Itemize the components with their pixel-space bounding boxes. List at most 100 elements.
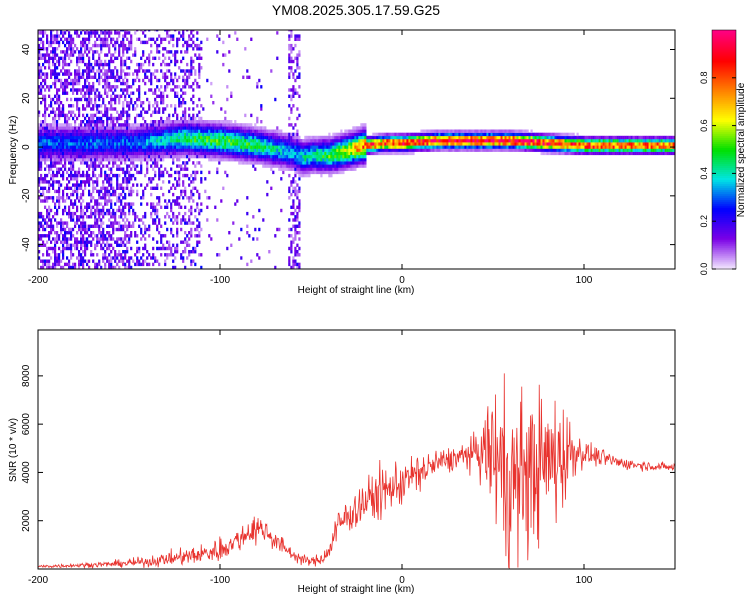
spectrogram-cell xyxy=(404,142,407,146)
spectrogram-cell xyxy=(62,265,65,269)
spectrogram-cell xyxy=(48,208,51,213)
spectrogram-cell xyxy=(422,139,425,143)
spectrogram-cell xyxy=(96,180,99,184)
spectrogram-cell xyxy=(132,78,135,83)
spectrogram-cell xyxy=(58,113,61,118)
spectrogram-cell xyxy=(218,154,221,159)
spectrogram-cell xyxy=(60,250,63,254)
spectrogram-cell xyxy=(104,126,107,130)
spectrogram-cell xyxy=(308,148,311,152)
spectrogram-cell xyxy=(188,123,191,127)
spectrogram-cell xyxy=(118,34,121,38)
spectrogram-cell xyxy=(74,113,77,118)
spectrogram-cell xyxy=(42,262,45,267)
spectrogram-cell xyxy=(272,129,275,133)
spectrogram-cell xyxy=(132,123,135,127)
spectrogram-cell xyxy=(110,37,113,41)
spectrogram-cell xyxy=(216,126,219,130)
spectrogram-cell xyxy=(298,265,301,269)
spectrogram-cell xyxy=(48,234,51,238)
spectrogram-cell xyxy=(106,158,109,162)
spectrogram-cell xyxy=(288,234,291,238)
spectrogram-cell xyxy=(390,139,393,143)
spectrogram-cell xyxy=(230,129,233,133)
spectrogram-cell xyxy=(152,56,155,60)
spectrogram-cell xyxy=(98,154,101,159)
spectrogram-cell xyxy=(146,123,149,127)
spectrogram-cell xyxy=(62,196,65,200)
spectrogram-cell xyxy=(120,132,123,137)
spectrogram-cell xyxy=(160,132,163,137)
spectrogram-cell xyxy=(214,154,217,159)
spectrogram-cell xyxy=(182,97,185,102)
spectrogram-cell xyxy=(176,180,179,184)
spectrogram-cell xyxy=(276,145,279,149)
spectrogram-cell xyxy=(120,129,123,133)
spectrogram-cell xyxy=(82,145,85,149)
spectrogram-cell xyxy=(192,129,195,133)
spectrogram-cell xyxy=(296,158,299,162)
spectrogram-cell xyxy=(82,161,85,165)
spectrogram-cell xyxy=(192,259,195,263)
spectrogram-cell xyxy=(170,154,173,159)
spectrogram-cell xyxy=(90,148,93,152)
spectrogram-cell xyxy=(236,148,239,152)
spectrogram-cell xyxy=(118,224,121,228)
spectrogram-cell xyxy=(114,189,117,194)
spectrogram-cell xyxy=(42,265,45,269)
spectrogram-cell xyxy=(286,148,289,152)
spectrogram-cell xyxy=(140,148,143,152)
spectrogram-cell xyxy=(52,56,55,60)
spectrogram-cell xyxy=(246,126,249,130)
spectrogram-cell xyxy=(218,253,221,257)
spectrogram-cell xyxy=(100,59,103,64)
spectrogram-cell xyxy=(52,72,55,76)
spectrogram-cell xyxy=(66,151,69,156)
spectrogram-cell xyxy=(40,148,43,152)
spectrogram-cell xyxy=(262,145,265,149)
spectrogram-cell xyxy=(92,186,95,190)
spectrogram-cell xyxy=(42,142,45,146)
spectrogram-cell xyxy=(144,237,147,241)
spectrogram-cell xyxy=(102,97,105,102)
spectrogram-cell xyxy=(166,116,169,121)
spectrogram-cell xyxy=(168,142,171,146)
spectrogram-cell xyxy=(90,215,93,219)
spectrogram-cell xyxy=(124,30,127,32)
spectrogram-cell xyxy=(156,240,159,244)
spectrogram-cell xyxy=(368,145,371,149)
spectrogram-cell xyxy=(210,139,213,143)
spectrogram-cell xyxy=(256,148,259,152)
spectrogram-cell xyxy=(230,145,233,149)
spectrogram-cell xyxy=(114,192,117,197)
spectrogram-cell xyxy=(174,250,177,254)
spectrogram-cell xyxy=(216,34,219,38)
spectrogram-cell xyxy=(164,72,167,76)
spectrogram-cell xyxy=(238,142,241,146)
spectrogram-cell xyxy=(364,126,367,130)
spectrogram-cell xyxy=(286,154,289,159)
spectrogram-cell xyxy=(64,37,67,41)
spectrogram-cell xyxy=(120,30,123,32)
spectrogram-cell xyxy=(358,154,361,159)
spectrogram-cell xyxy=(428,139,431,143)
spectrogram-cell xyxy=(144,40,147,45)
spectrogram-cell xyxy=(280,167,283,171)
spectrogram-cell xyxy=(232,142,235,146)
spectrogram-cell xyxy=(78,107,81,111)
spectrogram-cell xyxy=(44,243,47,247)
spectrogram-cell xyxy=(80,202,83,206)
spectrogram-cell xyxy=(174,50,177,54)
spectrogram-cell xyxy=(296,62,299,67)
spectrogram-cell xyxy=(40,234,43,238)
spectrogram-cell xyxy=(98,97,101,102)
spectrogram-cell xyxy=(164,167,167,171)
spectrogram-cell xyxy=(292,180,295,184)
spectrogram-cell xyxy=(384,132,387,137)
spectrogram-cell xyxy=(322,170,325,175)
spectrogram-cell xyxy=(90,123,93,127)
spectrogram-cell xyxy=(62,199,65,203)
spectrogram-cell xyxy=(148,101,151,105)
spectrogram-cell xyxy=(118,94,121,98)
spectrogram-cell xyxy=(306,145,309,149)
